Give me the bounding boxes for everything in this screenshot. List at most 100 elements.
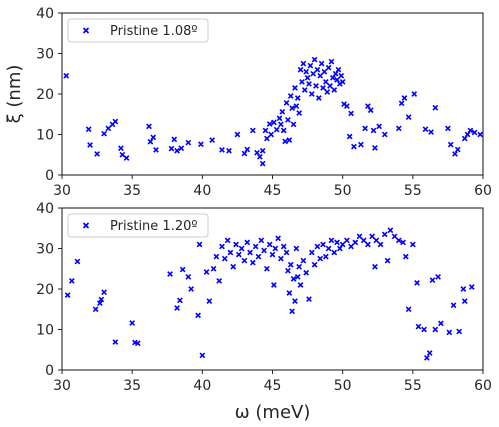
data-point — [422, 126, 429, 133]
marker-stroke — [278, 121, 284, 128]
marker-stroke — [467, 127, 474, 134]
data-point — [311, 261, 318, 268]
data-point — [391, 233, 398, 240]
data-point — [351, 143, 357, 150]
data-point — [369, 233, 376, 240]
data-point — [268, 131, 274, 138]
marker-stroke — [249, 259, 256, 266]
data-point — [280, 127, 287, 134]
marker-stroke — [346, 133, 353, 140]
data-point — [432, 326, 439, 333]
data-point — [252, 243, 259, 250]
marker-stroke — [306, 296, 312, 302]
marker-stroke — [227, 249, 234, 256]
data-point — [261, 247, 267, 254]
data-point — [210, 265, 217, 272]
marker-stroke — [415, 323, 422, 330]
data-point — [147, 138, 154, 145]
data-point — [395, 125, 402, 132]
data-point — [313, 83, 319, 89]
marker-stroke — [255, 253, 262, 260]
data-point — [221, 255, 228, 262]
data-point — [296, 110, 303, 116]
marker-stroke — [365, 103, 371, 110]
data-point — [150, 134, 157, 141]
y-tick-label: 40 — [36, 201, 54, 217]
data-point — [289, 105, 296, 112]
marker-stroke — [185, 139, 192, 146]
data-point — [405, 114, 412, 120]
marker-stroke — [101, 130, 107, 137]
data-point — [468, 284, 475, 290]
data-point — [325, 64, 332, 71]
data-point — [335, 66, 342, 73]
y-tick-label: 0 — [45, 363, 54, 379]
data-point — [233, 241, 239, 248]
data-point — [112, 339, 119, 345]
marker-stroke — [314, 243, 321, 250]
marker-stroke — [471, 129, 478, 136]
data-point — [362, 125, 368, 132]
marker-stroke — [296, 263, 303, 270]
data-point — [146, 123, 152, 130]
marker-stroke — [376, 123, 383, 130]
data-point — [477, 131, 484, 138]
marker-stroke — [290, 276, 297, 282]
data-point — [334, 239, 340, 246]
data-point — [174, 147, 180, 154]
marker-stroke — [129, 320, 136, 326]
marker-stroke — [178, 145, 185, 152]
marker-stroke — [387, 227, 394, 234]
data-point — [381, 131, 388, 138]
data-point — [339, 78, 346, 85]
marker-stroke — [293, 103, 300, 110]
marker-stroke — [258, 237, 265, 244]
marker-stroke — [85, 126, 92, 133]
marker-stroke — [460, 286, 467, 292]
x-tick-label: 30 — [53, 378, 71, 394]
data-point — [300, 257, 307, 264]
data-point — [376, 123, 383, 130]
marker-stroke — [209, 137, 216, 144]
data-point — [177, 297, 183, 304]
data-point — [299, 78, 305, 85]
marker-stroke — [405, 306, 412, 313]
y-tick-label: 0 — [45, 168, 54, 184]
data-point — [306, 296, 312, 302]
marker-stroke — [348, 110, 354, 117]
marker-stroke — [101, 289, 107, 296]
marker-stroke — [320, 241, 326, 248]
data-point — [331, 87, 338, 93]
y-tick-label: 40 — [36, 6, 54, 22]
marker-stroke — [271, 282, 277, 288]
marker-stroke — [150, 134, 157, 141]
marker-stroke — [339, 78, 346, 85]
data-point — [328, 58, 335, 65]
marker-stroke — [352, 239, 359, 246]
marker-stroke — [244, 239, 251, 246]
data-point — [402, 253, 409, 260]
marker-stroke — [293, 245, 300, 252]
marker-stroke — [335, 66, 342, 73]
marker-stroke — [98, 296, 105, 303]
data-point — [94, 151, 100, 157]
marker-stroke — [381, 131, 388, 138]
marker-stroke — [428, 129, 434, 135]
data-point — [372, 263, 378, 270]
marker-stroke — [123, 155, 130, 161]
data-point — [307, 62, 314, 69]
marker-stroke — [112, 118, 119, 125]
marker-stroke — [301, 87, 308, 93]
legend-marker — [82, 222, 90, 229]
marker-stroke — [344, 237, 350, 244]
data-point — [314, 66, 321, 73]
data-point — [195, 312, 201, 319]
data-point — [241, 150, 248, 157]
data-point — [332, 70, 339, 77]
marker-stroke — [370, 127, 377, 134]
marker-stroke — [334, 239, 340, 246]
marker-stroke — [328, 237, 335, 244]
marker-stroke — [238, 245, 245, 252]
data-point — [344, 103, 350, 110]
data-point — [310, 70, 317, 77]
